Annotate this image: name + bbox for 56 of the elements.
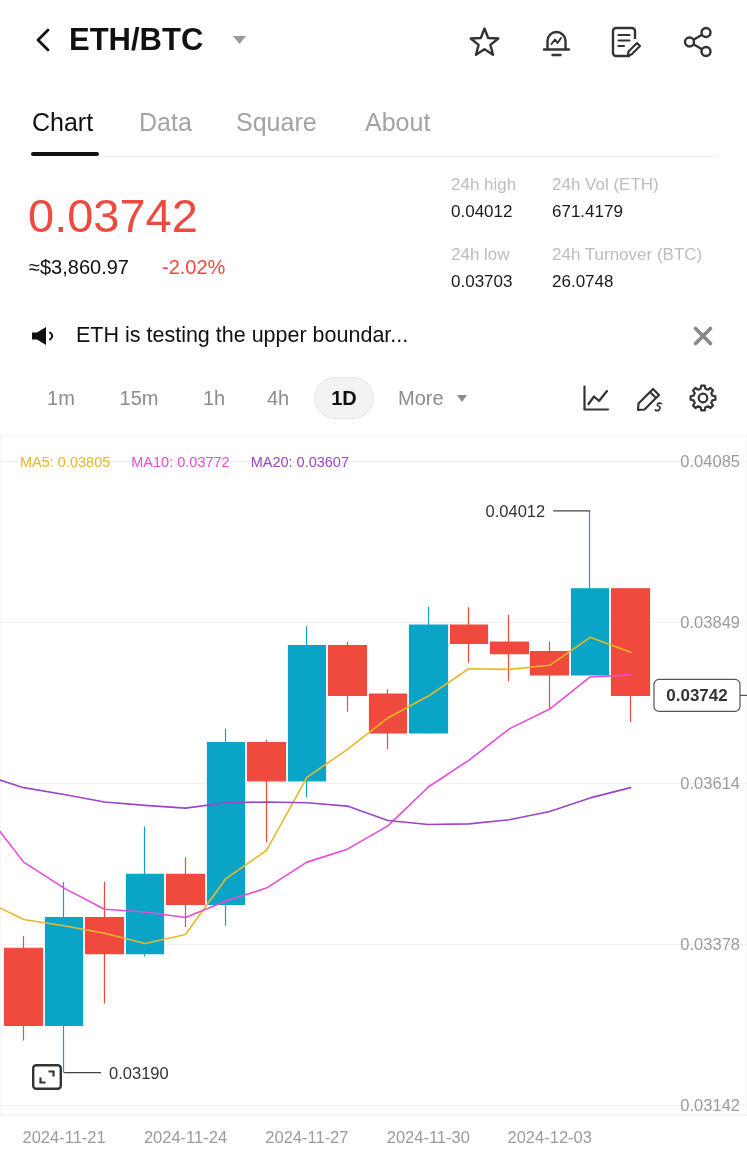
line-series <box>0 779 632 826</box>
text: 1h <box>202 386 226 410</box>
candlestick <box>125 826 165 958</box>
y-tick-label: 0.03378 <box>680 935 740 954</box>
text: 24h Turnover (BTC) <box>552 244 703 266</box>
candlestick <box>206 728 246 927</box>
candlestick <box>3 935 44 1042</box>
candlestick <box>570 510 610 676</box>
text: 0.03703 <box>451 271 513 293</box>
text: 24h Vol (ETH) <box>552 174 659 196</box>
text: 0.03742 <box>28 187 198 244</box>
x-tick-label: 2024-12-03 <box>507 1127 592 1146</box>
candlestick <box>449 606 489 664</box>
y-tick-label: 0.03614 <box>680 773 740 792</box>
text: ETH is testing the upper boundar... <box>76 323 409 349</box>
text: MA10: 0.03772 <box>131 453 230 470</box>
text: MA20: 0.03607 <box>250 453 349 470</box>
candlestick <box>327 641 368 713</box>
text: 24h high <box>451 174 517 196</box>
text: Chart <box>32 107 94 137</box>
candlestick <box>368 688 408 750</box>
annotation: 0.03742 <box>666 685 728 705</box>
text: Data <box>139 107 192 137</box>
candlestick <box>44 881 84 1074</box>
text: 15m <box>119 386 159 410</box>
line-series <box>0 674 632 919</box>
annotation: 0.04012 <box>485 501 546 520</box>
y-tick-label: 0.03142 <box>680 1096 740 1115</box>
text: ≈$3,860.97 <box>29 255 129 279</box>
chart-title: ETH/BTC <box>69 21 204 59</box>
x-tick-label: 2024-11-21 <box>22 1127 106 1146</box>
y-tick-label: 0.03849 <box>680 613 740 632</box>
text: 0.04012 <box>451 201 513 223</box>
y-tick-label: 0.04085 <box>680 451 740 470</box>
text: About <box>365 107 431 137</box>
text: MA5: 0.03805 <box>20 453 111 470</box>
line-series <box>0 636 632 945</box>
candlestick <box>84 881 125 1005</box>
text: -2.02% <box>162 255 226 279</box>
text: 26.0748 <box>552 271 614 293</box>
candlestick <box>408 605 449 735</box>
text: 24h low <box>451 244 510 266</box>
candlestick <box>165 856 206 928</box>
text: Square <box>236 107 317 137</box>
x-tick-label: 2024-11-27 <box>265 1127 349 1146</box>
candlestick <box>287 625 327 798</box>
x-tick-label: 2024-11-24 <box>143 1127 228 1146</box>
text: 4h <box>266 386 290 410</box>
candlestick <box>610 588 651 723</box>
text: More <box>398 386 444 410</box>
text: 1D <box>331 386 357 410</box>
annotation: 0.03190 <box>109 1063 169 1082</box>
text: 1m <box>47 386 75 410</box>
x-tick-label: 2024-11-30 <box>386 1127 470 1146</box>
candlestick <box>246 739 287 843</box>
text: 671.4179 <box>552 201 623 223</box>
